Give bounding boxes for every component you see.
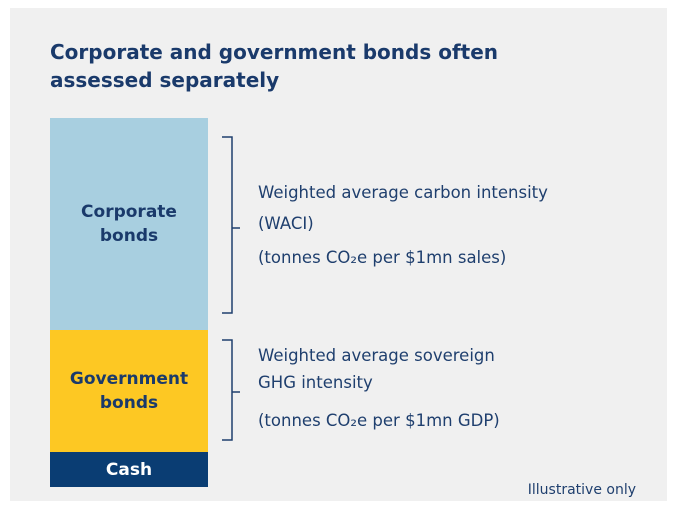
- block-label: Corporate bonds: [81, 202, 177, 246]
- block-label: Cash: [105, 459, 153, 480]
- note: Illustrative only: [527, 482, 636, 498]
- description: Weighted average sovereign: [258, 346, 495, 365]
- unit: (tonnes CO₂e per $1mn sales): [258, 248, 507, 267]
- description: (WACI): [258, 214, 314, 233]
- description: GHG intensity: [258, 373, 373, 392]
- description: Weighted average carbon intensity: [258, 183, 548, 202]
- government-block: Government bonds: [50, 330, 208, 452]
- unit: (tonnes CO₂e per $1mn GDP): [258, 411, 500, 430]
- title: Corporate and government bonds often ass…: [50, 40, 499, 92]
- block-label: Government bonds: [69, 369, 189, 413]
- cash-block: Cash: [50, 452, 208, 487]
- corporate-block: Corporate bonds: [50, 118, 208, 330]
- bracket: [222, 136, 240, 314]
- bracket: [222, 339, 240, 441]
